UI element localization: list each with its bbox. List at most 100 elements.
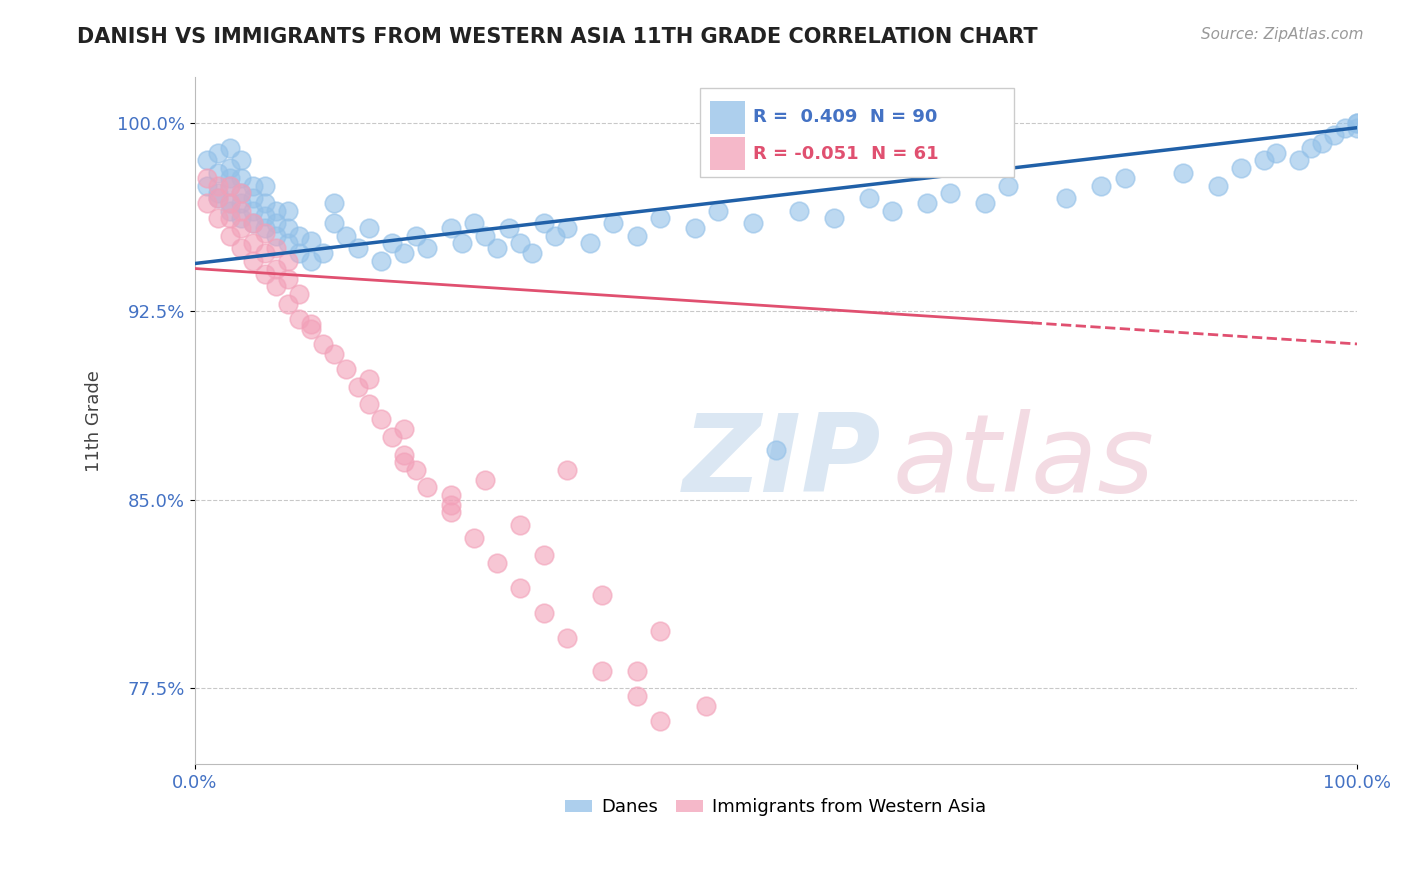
Point <box>405 228 427 243</box>
Point <box>555 463 578 477</box>
Point <box>346 380 368 394</box>
Point <box>439 488 461 502</box>
Point <box>463 216 485 230</box>
Point <box>439 221 461 235</box>
Point <box>626 689 648 703</box>
Point <box>277 221 299 235</box>
Point <box>509 518 531 533</box>
Point <box>1346 116 1368 130</box>
Point <box>486 241 509 255</box>
Point <box>264 228 287 243</box>
Point <box>277 271 299 285</box>
Text: R = -0.051  N = 61: R = -0.051 N = 61 <box>752 145 938 162</box>
Point <box>207 211 229 226</box>
Point <box>858 191 880 205</box>
Point <box>195 153 218 168</box>
Point <box>509 236 531 251</box>
Point <box>695 698 717 713</box>
Point <box>253 178 276 193</box>
Point <box>741 216 763 230</box>
Point <box>359 221 381 235</box>
Point <box>207 166 229 180</box>
Point <box>1310 136 1333 150</box>
Point <box>242 203 264 218</box>
Point <box>405 463 427 477</box>
Point <box>218 211 240 226</box>
Point <box>207 178 229 193</box>
Point <box>253 209 276 223</box>
Point <box>915 196 938 211</box>
Point <box>439 505 461 519</box>
Point <box>218 178 240 193</box>
Point <box>359 397 381 411</box>
Point <box>381 236 404 251</box>
Point <box>474 228 496 243</box>
Point <box>242 178 264 193</box>
Point <box>1206 178 1229 193</box>
Point <box>288 311 311 326</box>
Point <box>242 191 264 205</box>
Point <box>474 473 496 487</box>
Point <box>299 322 322 336</box>
Y-axis label: 11th Grade: 11th Grade <box>86 369 103 472</box>
Point <box>346 241 368 255</box>
Point <box>195 178 218 193</box>
Point <box>591 588 613 602</box>
Point <box>1299 141 1322 155</box>
Point <box>392 246 415 260</box>
Point <box>288 286 311 301</box>
Point <box>207 186 229 200</box>
Point <box>1323 128 1346 143</box>
Point <box>392 448 415 462</box>
Point <box>231 186 253 200</box>
Point <box>602 216 624 230</box>
Point <box>218 141 240 155</box>
Point <box>626 228 648 243</box>
FancyBboxPatch shape <box>700 87 1014 177</box>
Point <box>1056 191 1078 205</box>
Point <box>1288 153 1310 168</box>
Point <box>1229 161 1251 175</box>
Point <box>579 236 602 251</box>
Point <box>392 455 415 469</box>
Point <box>253 196 276 211</box>
Point <box>242 216 264 230</box>
Point <box>218 228 240 243</box>
FancyBboxPatch shape <box>710 102 745 135</box>
Point <box>648 624 671 638</box>
Point <box>1114 171 1136 186</box>
Point <box>218 196 240 211</box>
Point <box>370 412 392 426</box>
Point <box>520 246 543 260</box>
Point <box>787 203 810 218</box>
Point <box>312 337 335 351</box>
Text: ZIP: ZIP <box>683 409 882 515</box>
Point <box>416 480 439 494</box>
Point <box>1334 120 1357 135</box>
Point <box>370 254 392 268</box>
Point <box>195 171 218 186</box>
Point <box>264 261 287 276</box>
Point <box>509 581 531 595</box>
Point <box>299 234 322 248</box>
Point <box>218 203 240 218</box>
Point <box>277 236 299 251</box>
Point <box>939 186 962 200</box>
Text: R =  0.409  N = 90: R = 0.409 N = 90 <box>752 108 936 127</box>
Point <box>277 254 299 268</box>
Point <box>1171 166 1194 180</box>
Point <box>463 531 485 545</box>
Point <box>323 216 346 230</box>
Point <box>195 196 218 211</box>
Point <box>231 186 253 200</box>
Point <box>544 228 567 243</box>
Point <box>231 203 253 218</box>
Point <box>264 216 287 230</box>
Point <box>277 296 299 310</box>
Point <box>416 241 439 255</box>
Point <box>1253 153 1275 168</box>
Point <box>555 631 578 645</box>
Point <box>323 347 346 361</box>
Legend: Danes, Immigrants from Western Asia: Danes, Immigrants from Western Asia <box>558 791 994 823</box>
Point <box>533 606 555 620</box>
